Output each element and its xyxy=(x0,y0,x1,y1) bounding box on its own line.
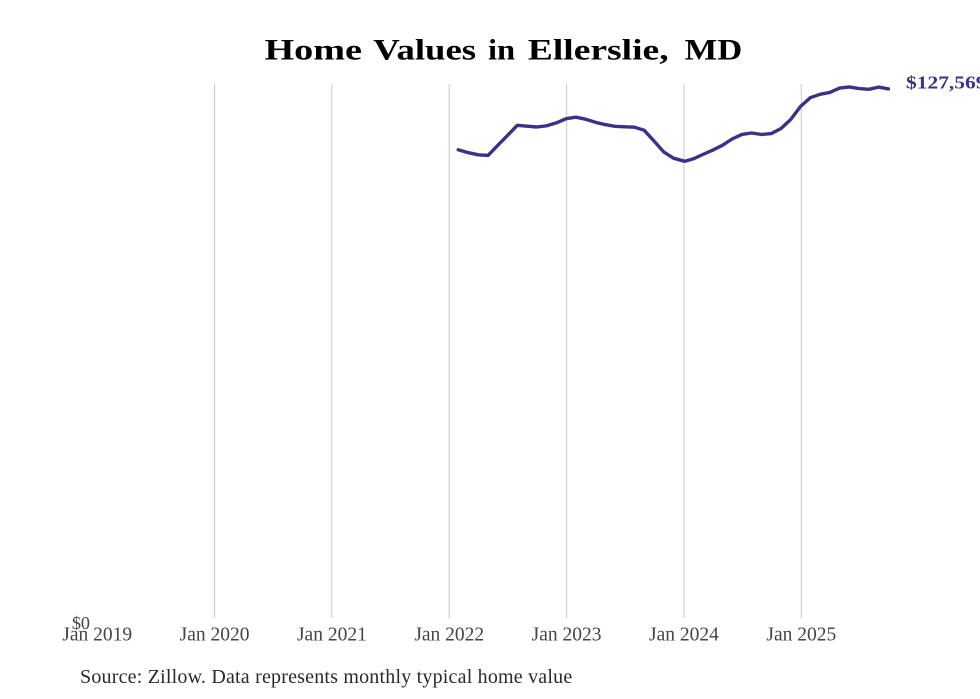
svg-text:Jan 2019: Jan 2019 xyxy=(62,625,132,646)
svg-text:Jan 2022: Jan 2022 xyxy=(414,625,484,646)
svg-text:$127,569: $127,569 xyxy=(906,72,980,92)
svg-text:Jan 2023: Jan 2023 xyxy=(532,625,602,646)
svg-text:Jan 2024: Jan 2024 xyxy=(649,625,719,646)
svg-text:Jan 2020: Jan 2020 xyxy=(180,625,250,646)
svg-text:$0: $0 xyxy=(72,613,90,633)
svg-text:Jan 2025: Jan 2025 xyxy=(766,625,836,646)
svg-text:Jan 2021: Jan 2021 xyxy=(297,625,367,646)
svg-text:Source: Zillow. Data represent: Source: Zillow. Data represents monthly … xyxy=(80,666,572,688)
